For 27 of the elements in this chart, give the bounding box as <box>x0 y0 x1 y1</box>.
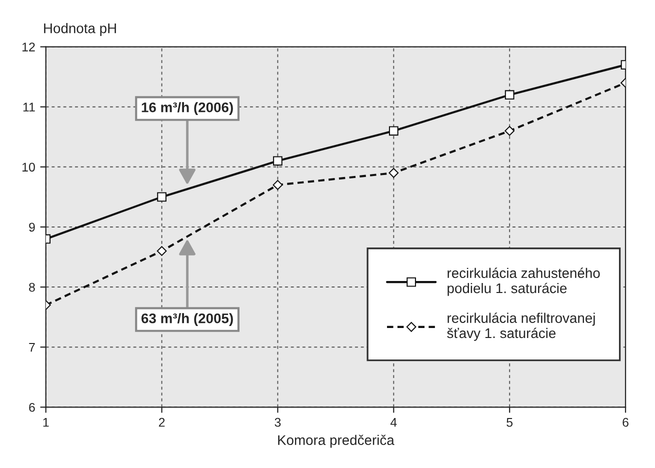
point <box>504 90 514 100</box>
point <box>272 180 283 190</box>
y-tick-label: 11 <box>23 102 35 112</box>
y-tick-label: 12 <box>22 42 35 52</box>
legend-label: recirkulácia nefiltrovanej šťavy 1. saturácie <box>447 312 595 341</box>
point <box>504 126 515 136</box>
x-tick-label: 5 <box>506 418 513 427</box>
x-tick-label: 6 <box>622 418 628 427</box>
y-tick-label: 8 <box>29 282 35 292</box>
x-tick-label: 2 <box>158 418 165 427</box>
point <box>157 192 166 202</box>
point <box>156 246 167 256</box>
annotation: 63 m³/h (2005) <box>141 313 233 326</box>
y-tick-label: 7 <box>29 343 35 352</box>
x-tick-label: 3 <box>274 418 281 427</box>
annotation: 16 m³/h (2006) <box>142 102 233 116</box>
point <box>388 168 399 178</box>
point <box>273 156 282 166</box>
x-axis-title: Komora predčeriča <box>278 434 394 448</box>
y-tick-label: 10 <box>22 162 35 172</box>
point <box>388 126 398 136</box>
x-tick-label: 4 <box>390 418 397 427</box>
y-tick-label: 6 <box>29 402 35 412</box>
y-axis-title: Hodnota pH <box>44 23 116 36</box>
x-tick-label: 1 <box>43 418 49 427</box>
y-tick-label: 9 <box>29 222 35 232</box>
legend-label: recirkulácia zahusteného podielu 1. saturácie <box>448 268 600 296</box>
